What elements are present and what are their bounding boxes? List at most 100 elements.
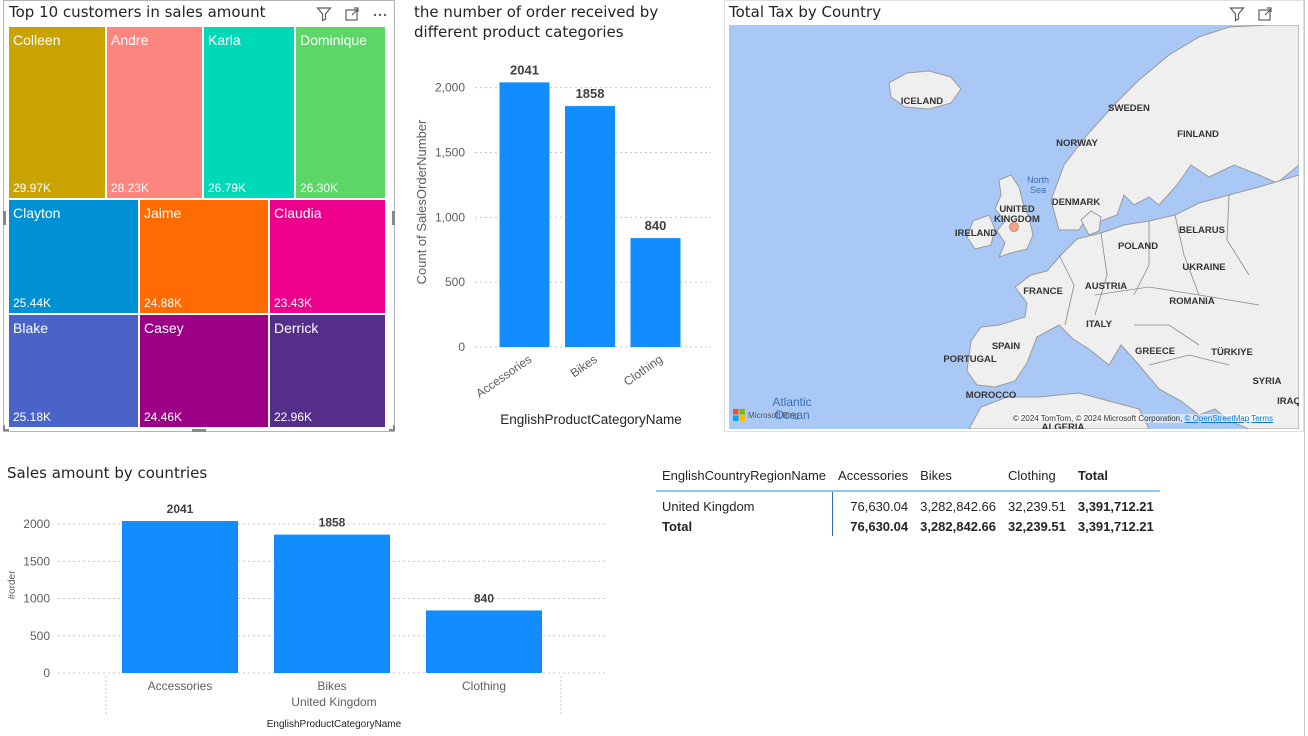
map-label-north-sea-line2: Sea: [1030, 185, 1046, 195]
treemap-cell-value: 25.18K: [13, 410, 52, 424]
bing-logo: Microsoft Bing: [733, 409, 799, 421]
map-svg: ICELAND SWEDEN FINLAND NORWAY DENMARK IRELAND…: [729, 25, 1299, 429]
filter-icon[interactable]: [1229, 6, 1245, 22]
treemap-cell-name: Dominique: [300, 32, 367, 48]
map-label-turkiye: TÜRKIYE: [1211, 347, 1253, 358]
bar-bikes[interactable]: [274, 534, 390, 673]
osm-link[interactable]: © OpenStreetMap: [1184, 414, 1250, 423]
orders-by-category-chart[interactable]: the number of order received by differen…: [405, 0, 717, 432]
data-label: 840: [645, 218, 667, 233]
matrix-table: EnglishCountryRegionName Accessories Bik…: [656, 462, 1160, 536]
chart2-y-axis-label: #order: [7, 570, 18, 600]
chart2-title: Sales amount by countries: [7, 464, 207, 482]
x-tick-label: Bikes: [568, 352, 600, 380]
data-label: 1858: [576, 86, 605, 101]
treemap-cell[interactable]: Casey 24.46K: [139, 314, 269, 428]
filter-icon[interactable]: [316, 6, 332, 22]
treemap-cell[interactable]: Jaime 24.88K: [139, 199, 269, 314]
chart1-y-axis-label: Count of SalesOrderNumber: [414, 119, 429, 284]
map-label-syria: SYRIA: [1252, 376, 1281, 387]
map-visual[interactable]: Total Tax by Country: [724, 0, 1304, 432]
sales-by-countries-svg: Sales amount by countries 2041 1858 840 0 5…: [7, 464, 607, 730]
y-tick-label: 0: [458, 340, 465, 354]
map-title: Total Tax by Country: [729, 3, 882, 21]
map-label-poland: POLAND: [1118, 241, 1158, 252]
more-options-icon[interactable]: [372, 6, 388, 22]
focus-mode-icon[interactable]: [344, 6, 360, 22]
treemap-cell[interactable]: Dominique 26.30K: [295, 26, 386, 199]
data-label: 1858: [319, 516, 346, 530]
map-label-north-sea-line1: North: [1027, 175, 1049, 185]
resize-handle-bottom-left[interactable]: [3, 425, 9, 431]
map-label-romania: ROMANIA: [1169, 296, 1215, 307]
x-tick-label: Clothing: [462, 679, 506, 693]
terms-link[interactable]: Terms: [1251, 414, 1273, 423]
y-tick-label: 500: [30, 629, 50, 643]
matrix-cell: 32,239.51: [1008, 499, 1066, 514]
map-label-atlantic-line2: Ocean: [774, 408, 809, 422]
map-label-austria: AUSTRIA: [1085, 281, 1127, 292]
treemap-title: Top 10 customers in sales amount: [9, 3, 266, 21]
matrix-total-row: Total 76,630.04 3,282,842.66 32,239.51 3…: [656, 517, 1160, 536]
map-label-spain: SPAIN: [992, 341, 1020, 352]
map-label-norway: NORWAY: [1056, 138, 1098, 149]
treemap-cell[interactable]: Derrick 22.96K: [269, 314, 386, 428]
bar-bikes[interactable]: [565, 106, 615, 347]
treemap-cell-name: Andre: [111, 32, 149, 48]
treemap-cell[interactable]: Colleen 29.97K: [8, 26, 106, 199]
treemap-visual[interactable]: Top 10 customers in sales amount Colleen…: [3, 0, 395, 432]
bar-accessories[interactable]: [122, 520, 238, 673]
matrix-header-cell[interactable]: Accessories: [838, 468, 909, 483]
chart2-x-axis-label: EnglishProductCategoryName: [267, 719, 402, 730]
resize-handle-bottom[interactable]: [192, 429, 206, 432]
map-label-ireland: IRELAND: [955, 228, 997, 239]
treemap-cell[interactable]: Karla 26.79K: [203, 26, 295, 199]
map-data-bubble[interactable]: [1009, 222, 1019, 232]
treemap-cell-name: Clayton: [13, 205, 61, 221]
matrix-total-cell: 76,630.04: [850, 519, 909, 534]
treemap-cell[interactable]: Andre 28.23K: [106, 26, 203, 199]
y-tick-label: 0: [43, 666, 50, 680]
map-label-finland: FINLAND: [1177, 129, 1219, 140]
map-label-uk-line2: KINGDOM: [994, 214, 1040, 225]
matrix-row: United Kingdom 76,630.04 3,282,842.66 32…: [656, 491, 1160, 517]
treemap-cell-value: 26.79K: [208, 181, 247, 195]
data-label: 2041: [167, 502, 194, 516]
matrix-cell: 3,282,842.66: [920, 499, 997, 514]
resize-handle-left[interactable]: [3, 211, 6, 225]
treemap-cell[interactable]: Clayton 25.44K: [8, 199, 139, 314]
map-label-portugal: PORTUGAL: [943, 354, 997, 365]
bar-accessories[interactable]: [499, 82, 550, 347]
map-label-denmark: DENMARK: [1052, 197, 1101, 208]
page-edge: [1304, 0, 1305, 736]
x-tick-label: Accessories: [473, 352, 534, 401]
resize-handle-right[interactable]: [392, 211, 395, 225]
y-tick-label: 500: [445, 275, 465, 289]
treemap-cell[interactable]: Claudia 23.43K: [269, 199, 386, 314]
orders-by-category-svg: the number of order received by differen…: [414, 3, 711, 427]
chart1-title-line2: different product categories: [414, 23, 624, 41]
resize-handle-bottom-right[interactable]: [389, 425, 395, 431]
treemap-cell[interactable]: Blake 25.18K: [8, 314, 139, 428]
x-tick-label: Accessories: [148, 679, 213, 693]
matrix-total-cell: 3,282,842.66: [920, 519, 997, 534]
bar-clothing[interactable]: [630, 238, 681, 347]
matrix-header-cell[interactable]: Clothing: [1008, 468, 1056, 483]
bar-clothing[interactable]: [426, 610, 542, 673]
matrix-visual[interactable]: EnglishCountryRegionName Accessories Bik…: [656, 462, 1186, 542]
matrix-header-cell[interactable]: Total: [1077, 468, 1108, 483]
treemap-cell-name: Karla: [208, 32, 241, 48]
treemap-cell-value: 24.88K: [144, 296, 183, 310]
matrix-header-cell[interactable]: EnglishCountryRegionName: [662, 468, 827, 483]
treemap-cell-value: 29.97K: [13, 181, 52, 195]
map-label-iceland: ICELAND: [901, 96, 943, 107]
treemap-cell-value: 23.43K: [274, 296, 313, 310]
focus-mode-icon[interactable]: [1257, 6, 1273, 22]
sales-by-countries-chart[interactable]: Sales amount by countries 2041 1858 840 0 5…: [0, 458, 620, 734]
y-tick-label: 2,000: [435, 81, 465, 95]
matrix-total-cell: 32,239.51: [1008, 519, 1066, 534]
matrix-header-cell[interactable]: Bikes: [920, 468, 952, 483]
map-canvas[interactable]: ICELAND SWEDEN FINLAND NORWAY DENMARK IRELAND…: [729, 25, 1299, 429]
matrix-row-label[interactable]: United Kingdom: [656, 491, 833, 517]
treemap-cell-name: Claudia: [274, 205, 322, 221]
